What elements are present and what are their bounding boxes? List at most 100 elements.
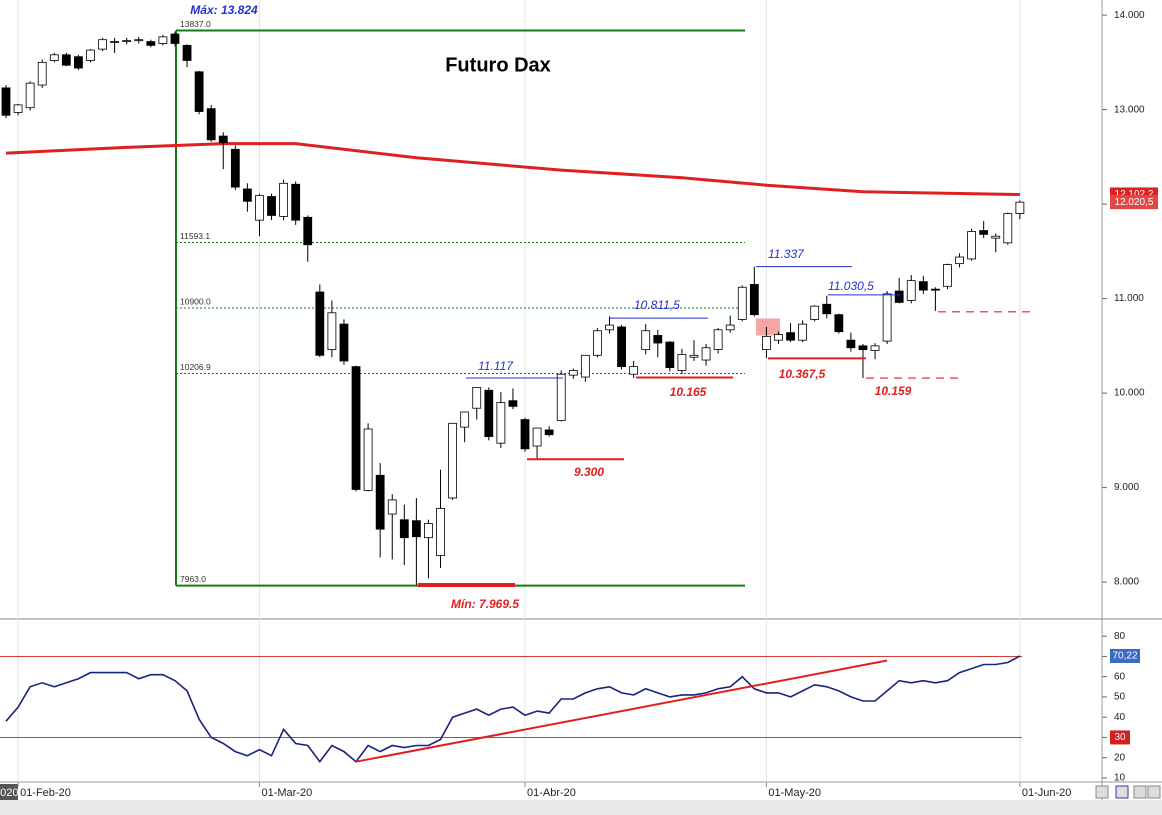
annotation-label: 11.337: [768, 247, 805, 261]
y-tick-label: 9.000: [1114, 482, 1139, 493]
candle-body: [158, 36, 168, 44]
candle-body: [605, 324, 614, 331]
x-tick-label: 01-Jun-20: [1022, 787, 1072, 799]
annotation-label: 9.300: [574, 465, 604, 479]
annotation-label: 11.117: [478, 359, 514, 373]
candle-body: [399, 519, 409, 539]
ma-price-label: 12.102,2: [1115, 189, 1154, 200]
annotation-label: 10.367,5: [779, 367, 826, 381]
candle-body: [74, 56, 83, 69]
candle-body: [98, 39, 107, 50]
candle-body: [677, 353, 687, 371]
year-label: 2020: [0, 787, 18, 799]
candle-body: [689, 354, 699, 358]
candle-body: [834, 314, 844, 333]
candle-body: [930, 288, 940, 291]
candle-body: [303, 216, 313, 246]
y-tick-label: 40: [1114, 712, 1126, 723]
toolbar-button[interactable]: [1115, 785, 1129, 799]
price-box: [1110, 195, 1158, 210]
candle-body: [25, 82, 35, 109]
candle-body: [170, 33, 180, 44]
toolbar-button[interactable]: [1147, 785, 1161, 799]
candle-body: [351, 366, 361, 490]
candle-body: [906, 280, 916, 301]
candle-body: [544, 429, 554, 436]
candle-body: [472, 387, 482, 409]
candle-body: [363, 428, 373, 491]
candle-body: [701, 347, 711, 361]
candle-body: [641, 330, 651, 351]
candle-body: [218, 135, 228, 144]
y-tick-label: 60: [1114, 671, 1126, 682]
candle-body: [653, 335, 663, 344]
candle-body: [568, 370, 578, 376]
moving-average: [5, 142, 1020, 196]
candle-body: [762, 336, 771, 351]
toolbar-button[interactable]: [1133, 785, 1147, 799]
y-tick-label: 10: [1114, 773, 1126, 784]
candle-body: [918, 281, 928, 291]
candle-body: [448, 422, 457, 499]
candle-body: [255, 195, 264, 221]
candle-body: [110, 41, 120, 43]
candle-body: [37, 61, 47, 86]
annotation-label: 10.165: [670, 385, 707, 399]
candle-body: [182, 44, 192, 61]
level-label: 10900.0: [180, 296, 211, 306]
candle-body: [122, 40, 132, 43]
annotation-label: Mín: 7.969.5: [451, 597, 519, 611]
candle-body: [146, 41, 156, 46]
price-axis-area: [1102, 0, 1162, 800]
candle-body: [870, 345, 880, 351]
candle-body: [991, 235, 1001, 239]
rsi-value-label: 70,22: [1112, 651, 1137, 662]
candle-body: [955, 256, 964, 265]
annotation-label: Máx: 13.824: [190, 3, 258, 17]
candle-body: [206, 108, 216, 141]
x-tick-label: 01-Abr-20: [527, 787, 576, 799]
price-box-label: 12.020,5: [1115, 197, 1154, 208]
status-bar: [0, 800, 1162, 815]
level-label: 11593.1: [180, 231, 210, 241]
candle-body: [967, 231, 976, 260]
candle-body: [943, 264, 952, 287]
chart-title: Futuro Dax: [445, 54, 551, 76]
candle-body: [593, 330, 602, 356]
candle-body: [411, 520, 421, 538]
candle-body: [532, 427, 542, 447]
candle-body: [810, 305, 820, 320]
candle-body: [267, 196, 276, 216]
y-tick-label: 20: [1114, 752, 1126, 763]
candle-body: [387, 499, 397, 515]
candle-body: [665, 341, 675, 368]
trendline: [355, 659, 888, 763]
candle-body: [629, 366, 639, 375]
toolbar-button[interactable]: [1095, 785, 1109, 799]
candle-body: [1, 87, 11, 116]
candle-body: [737, 286, 747, 320]
candle-body: [424, 523, 433, 539]
y-tick-label: 10.000: [1114, 388, 1145, 399]
level-box-label: 30: [1114, 732, 1126, 743]
candle-body: [858, 345, 868, 351]
candle-body: [460, 411, 470, 428]
level-box: [1110, 730, 1130, 745]
annotation-label: 11.030,5: [828, 279, 874, 293]
x-tick-label: 01-May-20: [768, 787, 821, 799]
annotation-label: 10.811,5: [634, 298, 680, 312]
level-label: 13837.0: [180, 19, 211, 29]
candle-body: [134, 39, 144, 42]
level-label: 7963.0: [180, 574, 206, 584]
candle-body: [774, 334, 783, 341]
candle-body: [556, 373, 566, 421]
x-tick-label: 01-Feb-20: [20, 787, 71, 799]
candle-body: [822, 303, 832, 315]
candle-body: [61, 54, 71, 66]
candle-body: [749, 284, 759, 316]
candle-body: [882, 293, 892, 342]
candle-body: [13, 104, 23, 113]
y-tick-label: 13.000: [1114, 104, 1145, 115]
candle-body: [242, 188, 252, 202]
